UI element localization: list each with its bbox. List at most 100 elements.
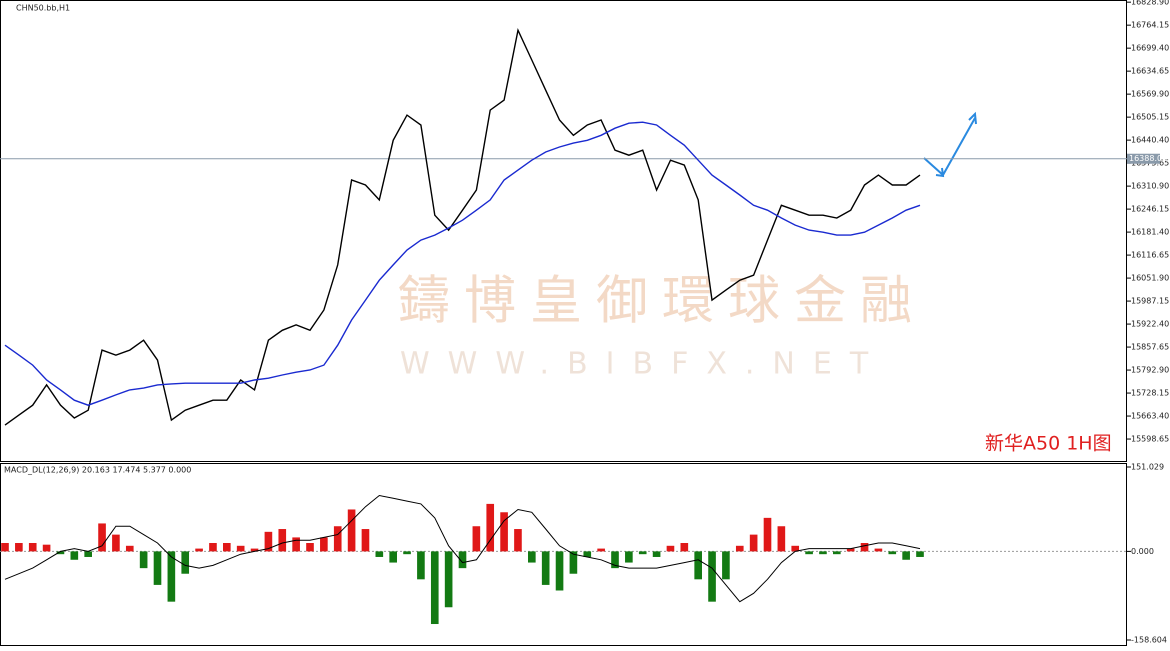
y-tick-label: 16116.65 [1131, 251, 1169, 260]
bar [722, 551, 730, 580]
bar [874, 548, 883, 552]
bar [555, 551, 564, 591]
bar [306, 543, 314, 552]
bar [472, 526, 481, 552]
forecast-arrows [923, 111, 977, 178]
bar [292, 537, 300, 552]
y-tick-label: 16828.90 [1131, 0, 1169, 7]
y-tick-label: 16505.15 [1131, 113, 1169, 122]
bar [833, 551, 841, 555]
bar [430, 551, 439, 625]
bar [749, 534, 758, 552]
watermark: 鑄博皇御環球金融 [398, 272, 926, 332]
bar [694, 551, 702, 580]
indicator-title: MACD_DL(12,26,9) 20.163 17.474 5.377 0.0… [4, 466, 191, 475]
bar [264, 531, 273, 552]
bar [916, 551, 924, 557]
bar [569, 551, 578, 574]
y-tick-label: 16246.15 [1131, 205, 1169, 214]
bar [181, 551, 190, 574]
bar [236, 545, 245, 552]
bar [638, 551, 647, 555]
bar [209, 543, 217, 552]
bar [361, 529, 370, 552]
bar [860, 543, 869, 552]
bar [112, 534, 120, 552]
bar [15, 543, 23, 552]
y-tick-label: 15663.40 [1131, 412, 1169, 421]
bar [680, 543, 689, 552]
y-tick-label: 15728.15 [1131, 389, 1169, 398]
bar [763, 517, 772, 552]
bar [458, 551, 467, 569]
y-tick-label: 16569.90 [1131, 90, 1169, 99]
bar [250, 548, 259, 552]
y-tick-label: 16764.15 [1131, 21, 1169, 30]
bar [888, 551, 897, 555]
bar [98, 523, 106, 552]
y-tick-label: 151.029 [1131, 463, 1164, 472]
bar [139, 551, 148, 569]
y-tick-label: 16310.90 [1131, 182, 1169, 191]
bar [56, 551, 65, 555]
y-tick-label: 0.000 [1131, 547, 1154, 556]
y-tick-label: 16634.65 [1131, 67, 1169, 76]
bar [278, 529, 287, 552]
y-tick-label: 15598.65 [1131, 435, 1169, 444]
bar [819, 551, 827, 555]
bar [846, 548, 855, 552]
bar [805, 551, 813, 555]
bar [611, 551, 619, 569]
y-tick-label: 15857.65 [1131, 343, 1169, 352]
price-pane [0, 0, 1127, 462]
bar [167, 551, 176, 602]
y-tick-label: -158.604 [1131, 636, 1167, 645]
line-series [4, 494, 921, 603]
bar [153, 551, 162, 585]
bar [403, 551, 411, 555]
bar [28, 543, 37, 552]
bar [84, 551, 92, 557]
bar [528, 551, 536, 563]
bar [541, 551, 550, 585]
bar [347, 509, 356, 552]
bar [417, 551, 425, 580]
bar [444, 551, 453, 608]
bar [320, 537, 328, 552]
y-tick-label: 16181.40 [1131, 228, 1169, 237]
bar [791, 545, 800, 552]
bar [652, 551, 661, 557]
line-series [4, 27, 921, 426]
bar [735, 545, 744, 552]
bar [375, 551, 384, 557]
price-box [1127, 153, 1160, 164]
price-label: 16388.00 [1129, 154, 1167, 163]
bar [195, 548, 203, 552]
bar [389, 551, 397, 563]
y-tick-label: 15987.15 [1131, 297, 1169, 306]
y-tick-label: 15792.90 [1131, 366, 1169, 375]
bar [708, 551, 716, 602]
bar [902, 551, 910, 560]
line-series [4, 121, 921, 406]
bar [583, 551, 592, 557]
y-tick-label: 16440.40 [1131, 136, 1169, 145]
bar [500, 512, 508, 552]
bar [70, 551, 79, 560]
y-tick-label: 16699.40 [1131, 44, 1169, 53]
annotation: 新华A50 1H图 [985, 433, 1112, 455]
watermark: WWW.BIBFX.NET [400, 347, 886, 382]
bar [223, 543, 231, 552]
bar [777, 526, 786, 552]
bar [597, 548, 605, 552]
bar [125, 545, 134, 552]
bar [1, 543, 9, 552]
bar [486, 503, 495, 552]
bar [42, 544, 51, 552]
bar [666, 545, 675, 552]
bar [625, 551, 633, 563]
y-tick-label: 15922.40 [1131, 320, 1169, 329]
bar [333, 526, 342, 552]
chart-title: CHN50.bb,H1 [16, 4, 70, 13]
